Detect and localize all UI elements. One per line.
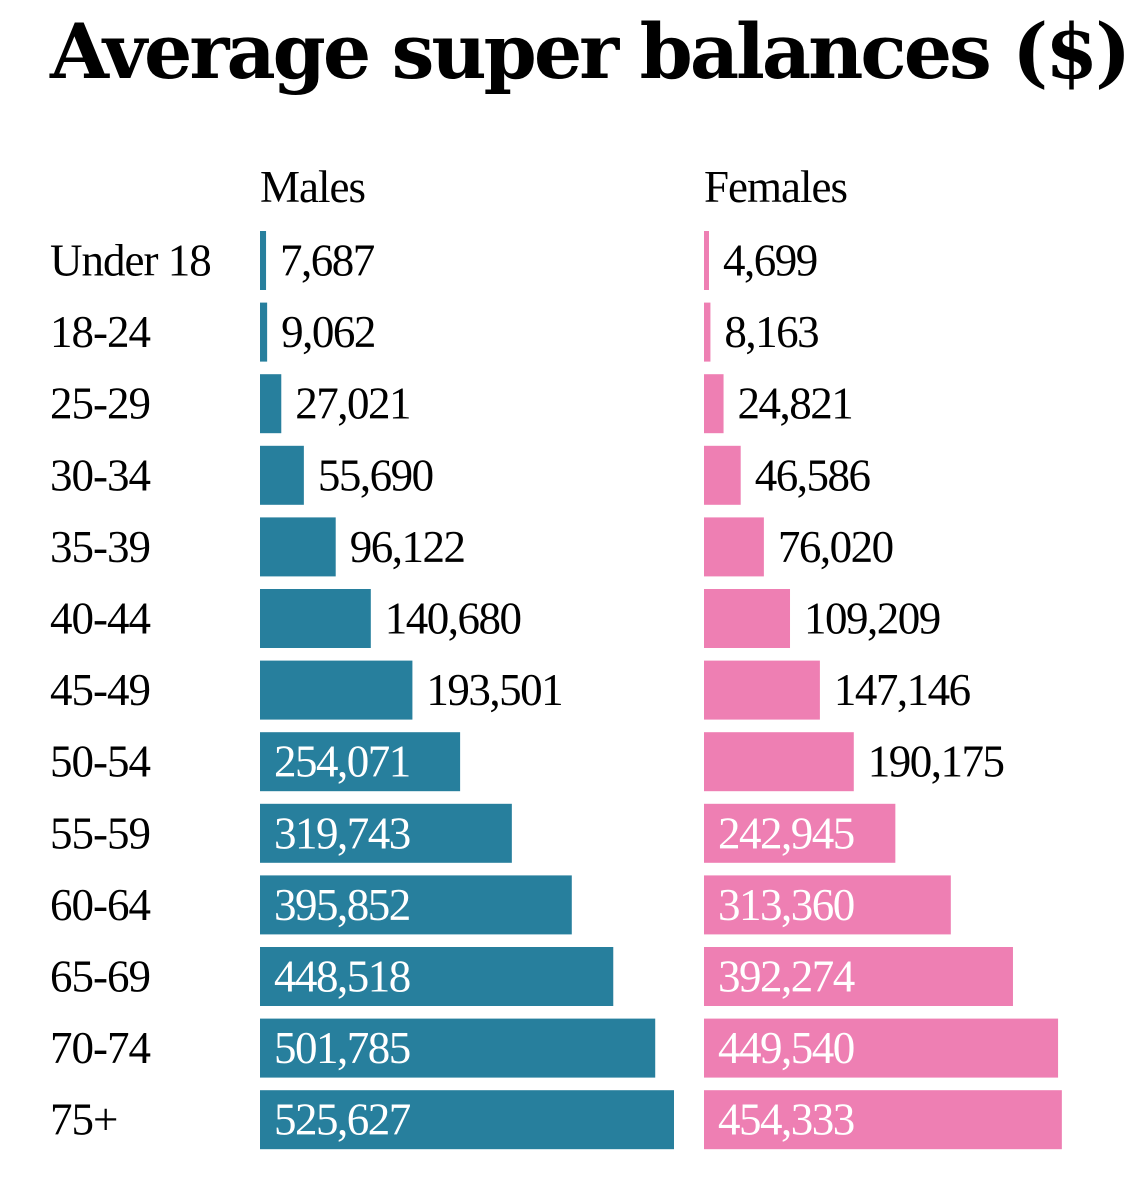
value-label-males-40-44: 140,680 [385,594,521,644]
category-label-18-24: 18-24 [50,307,150,357]
bar-males-75 [260,1090,674,1150]
value-label-females-18-24: 8,163 [724,307,818,357]
value-label-females-under-18: 4,699 [723,236,817,286]
value-label-males-65-69: 448,518 [274,952,410,1002]
value-label-females-65-69: 392,274 [718,952,855,1002]
bar-females-75 [704,1090,1062,1150]
category-label-45-49: 45-49 [50,665,150,715]
category-label-70-74: 70-74 [50,1023,150,1073]
value-label-males-50-54: 254,071 [274,737,410,787]
bar-females-70-74 [704,1018,1059,1078]
category-label-75: 75+ [50,1095,117,1145]
value-label-males-under-18: 7,687 [280,236,375,286]
bar-females-50-54 [704,732,854,792]
category-label-55-59: 55-59 [50,808,150,858]
bar-females-under-18 [704,231,709,290]
bar-males-50-54 [260,732,461,792]
bar-males-18-24 [260,302,268,362]
category-label-35-39: 35-39 [50,522,150,572]
value-label-males-18-24: 9,062 [281,307,375,357]
bar-females-18-24 [704,302,711,362]
bar-females-30-34 [704,445,741,505]
value-label-males-45-49: 193,501 [426,665,562,715]
category-label-25-29: 25-29 [50,379,150,429]
bar-males-30-34 [260,445,304,505]
bar-males-65-69 [260,947,614,1006]
value-label-males-35-39: 96,122 [350,522,465,572]
category-label-40-44: 40-44 [50,594,150,644]
bar-males-under-18 [260,231,267,290]
bar-females-45-49 [704,660,820,720]
value-label-males-30-34: 55,690 [318,450,433,500]
bar-males-35-39 [260,517,336,577]
bar-males-70-74 [260,1018,656,1078]
value-label-females-60-64: 313,360 [718,880,854,930]
bar-males-40-44 [260,589,371,648]
value-label-females-50-54: 190,175 [868,737,1004,787]
value-label-females-45-49: 147,146 [834,665,971,715]
bar-males-60-64 [260,875,572,935]
value-label-females-75: 454,333 [718,1095,854,1145]
value-label-females-30-34: 46,586 [755,450,871,500]
value-label-females-35-39: 76,020 [778,522,893,572]
bar-females-60-64 [704,875,951,935]
value-label-females-40-44: 109,209 [804,594,940,644]
value-label-males-70-74: 501,785 [274,1023,410,1073]
value-label-males-25-29: 27,021 [295,379,410,429]
bar-females-65-69 [704,947,1013,1006]
bar-females-40-44 [704,589,791,648]
chart-title: Average super balances ($) [50,7,1128,96]
value-label-females-25-29: 24,821 [738,379,853,429]
value-label-females-70-74: 449,540 [718,1023,854,1073]
bar-males-45-49 [260,660,413,720]
bar-females-25-29 [704,374,724,434]
bar-females-35-39 [704,517,764,577]
series-header-males: Males [260,162,365,212]
series-header-females: Females [704,162,847,212]
category-label-under-18: Under 18 [50,236,211,286]
category-label-60-64: 60-64 [50,880,150,930]
value-label-males-55-59: 319,743 [274,808,410,858]
bar-males-55-59 [260,803,512,863]
bar-females-55-59 [704,803,896,863]
bar-males-25-29 [260,374,282,434]
value-label-males-60-64: 395,852 [274,880,410,930]
category-label-30-34: 30-34 [50,450,150,500]
value-label-females-55-59: 242,945 [718,808,854,858]
category-label-50-54: 50-54 [50,737,150,787]
value-label-males-75: 525,627 [274,1095,411,1145]
category-label-65-69: 65-69 [50,952,150,1002]
